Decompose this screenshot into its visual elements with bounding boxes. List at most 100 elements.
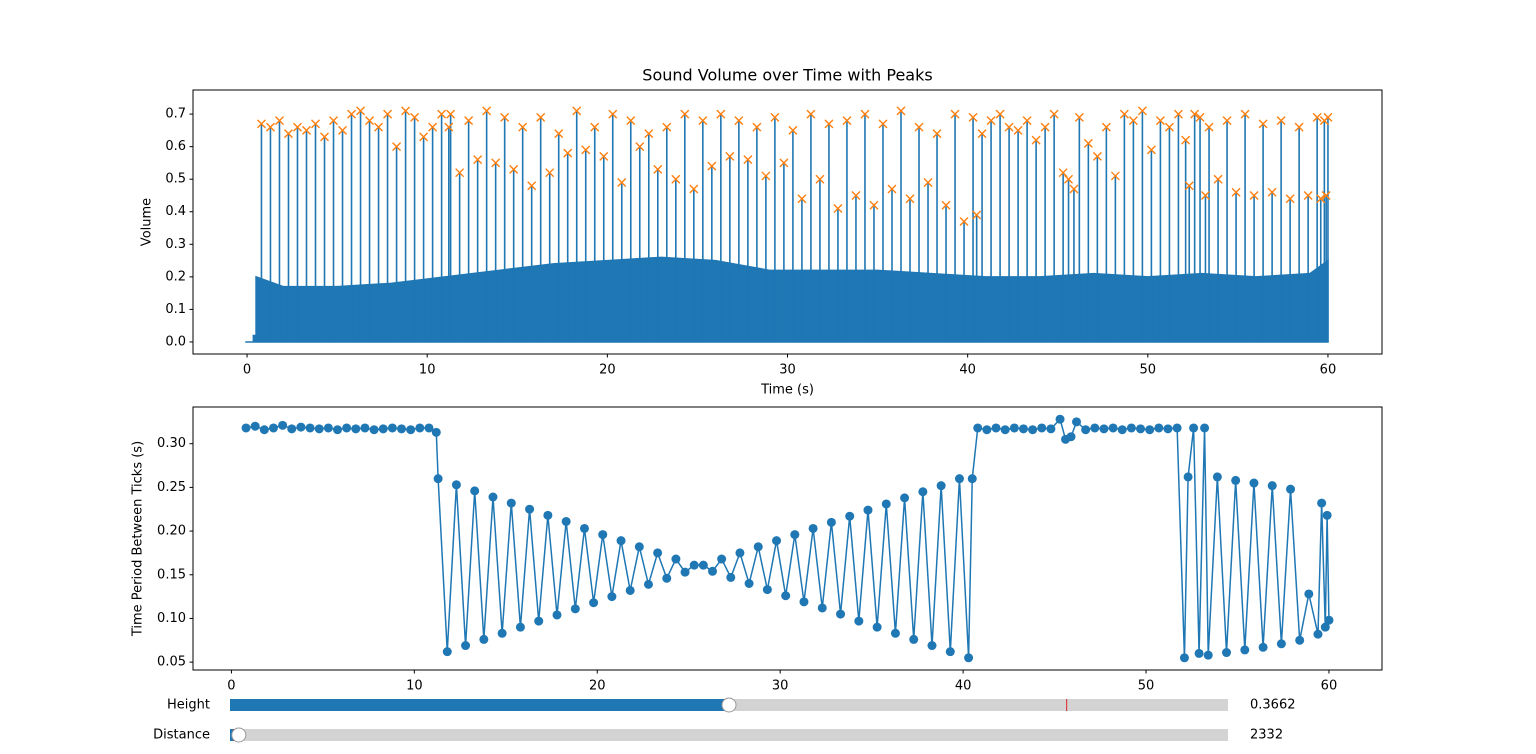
peak-marker xyxy=(635,142,645,152)
peak-marker xyxy=(878,119,888,129)
peak-marker xyxy=(977,129,987,139)
period-point xyxy=(967,474,977,484)
period-point xyxy=(506,498,516,508)
y-tick-label: 0.10 xyxy=(157,611,186,626)
peak-marker xyxy=(1155,116,1165,126)
period-point xyxy=(653,548,663,558)
x-tick-label: 60 xyxy=(1320,363,1337,378)
peak-marker xyxy=(815,174,825,184)
peak-marker xyxy=(986,116,996,126)
peak-marker xyxy=(509,164,519,174)
peak-marker xyxy=(1173,109,1183,119)
x-tick-label: 60 xyxy=(1321,679,1338,694)
peak-marker xyxy=(554,129,564,139)
period-point xyxy=(826,517,836,527)
peak-marker xyxy=(1240,109,1250,119)
period-point xyxy=(918,487,928,497)
slider-label: Height xyxy=(167,698,210,713)
slider-track[interactable] xyxy=(230,729,1228,741)
peak-marker xyxy=(869,200,879,210)
period-point xyxy=(1212,472,1222,482)
period-point xyxy=(982,425,992,435)
peak-marker xyxy=(1101,122,1111,132)
period-point xyxy=(634,542,644,552)
peak-marker xyxy=(905,194,915,204)
period-point xyxy=(1081,425,1091,435)
y-tick-label: 0.2 xyxy=(165,269,186,284)
y-tick-label: 0.30 xyxy=(157,436,186,451)
period-point xyxy=(589,598,599,608)
peak-marker xyxy=(599,151,609,161)
peak-marker xyxy=(761,171,771,181)
period-point xyxy=(680,567,690,577)
period-point xyxy=(836,609,846,619)
slider-handle[interactable] xyxy=(721,697,737,713)
peak-marker xyxy=(644,129,654,139)
plot-area xyxy=(245,106,1333,343)
peak-marker xyxy=(1258,119,1268,129)
peak-marker xyxy=(896,106,906,116)
period-point xyxy=(927,641,937,651)
slider-label: Distance xyxy=(153,728,210,743)
period-point xyxy=(534,616,544,626)
period-point xyxy=(333,425,343,435)
period-point xyxy=(1295,635,1305,645)
y-tick-label: 0.5 xyxy=(165,172,186,187)
period-point xyxy=(1046,424,1056,434)
peak-marker xyxy=(392,142,402,152)
period-point xyxy=(616,536,626,546)
x-tick-label: 0 xyxy=(227,679,235,694)
peak-marker xyxy=(1031,135,1041,145)
chart-title: Sound Volume over Time with Peaks xyxy=(642,66,932,85)
period-point xyxy=(1126,423,1136,433)
period-point xyxy=(1028,425,1038,435)
peak-marker xyxy=(1303,190,1313,200)
peak-marker xyxy=(274,116,284,126)
peak-marker xyxy=(581,145,591,155)
peak-marker xyxy=(698,116,708,126)
peak-marker xyxy=(455,168,465,178)
peak-marker xyxy=(1049,109,1059,119)
y-tick-label: 0.0 xyxy=(165,334,186,349)
peak-marker xyxy=(617,177,627,187)
period-point xyxy=(945,647,955,657)
period-point xyxy=(1145,425,1155,435)
peak-marker xyxy=(860,109,870,119)
period-point xyxy=(881,499,891,509)
period-point xyxy=(351,424,361,434)
peak-marker xyxy=(1083,138,1093,148)
peak-marker xyxy=(1285,194,1295,204)
peak-marker xyxy=(1110,171,1120,181)
period-point xyxy=(598,530,608,540)
period-point xyxy=(525,504,535,514)
peak-marker xyxy=(383,109,393,119)
period-point xyxy=(570,604,580,614)
peak-marker xyxy=(824,119,834,129)
peak-marker xyxy=(311,119,320,129)
axes-frame xyxy=(192,406,1383,671)
period-point xyxy=(1189,423,1199,433)
period-point xyxy=(442,647,452,657)
period-point xyxy=(1009,423,1019,433)
period-point xyxy=(406,425,416,435)
peak-marker xyxy=(401,106,411,116)
period-point xyxy=(1090,423,1100,433)
y-axis-label: Time Period Between Ticks (s) xyxy=(131,441,146,637)
period-point xyxy=(790,530,800,540)
period-point xyxy=(991,423,1001,433)
peak-marker xyxy=(320,132,330,142)
period-point xyxy=(936,481,946,491)
slider-handle[interactable] xyxy=(231,727,247,743)
period-point xyxy=(1072,417,1082,427)
peak-marker xyxy=(473,155,483,165)
peak-marker xyxy=(1040,122,1050,132)
peak-marker xyxy=(1004,122,1014,132)
period-point xyxy=(872,622,882,632)
period-point xyxy=(342,423,352,433)
period-point xyxy=(552,610,562,620)
slider-value: 0.3662 xyxy=(1250,698,1296,713)
y-tick-label: 0.25 xyxy=(157,480,186,495)
peak-marker xyxy=(734,116,744,126)
period-point xyxy=(717,554,727,564)
x-tick-label: 10 xyxy=(419,363,436,378)
